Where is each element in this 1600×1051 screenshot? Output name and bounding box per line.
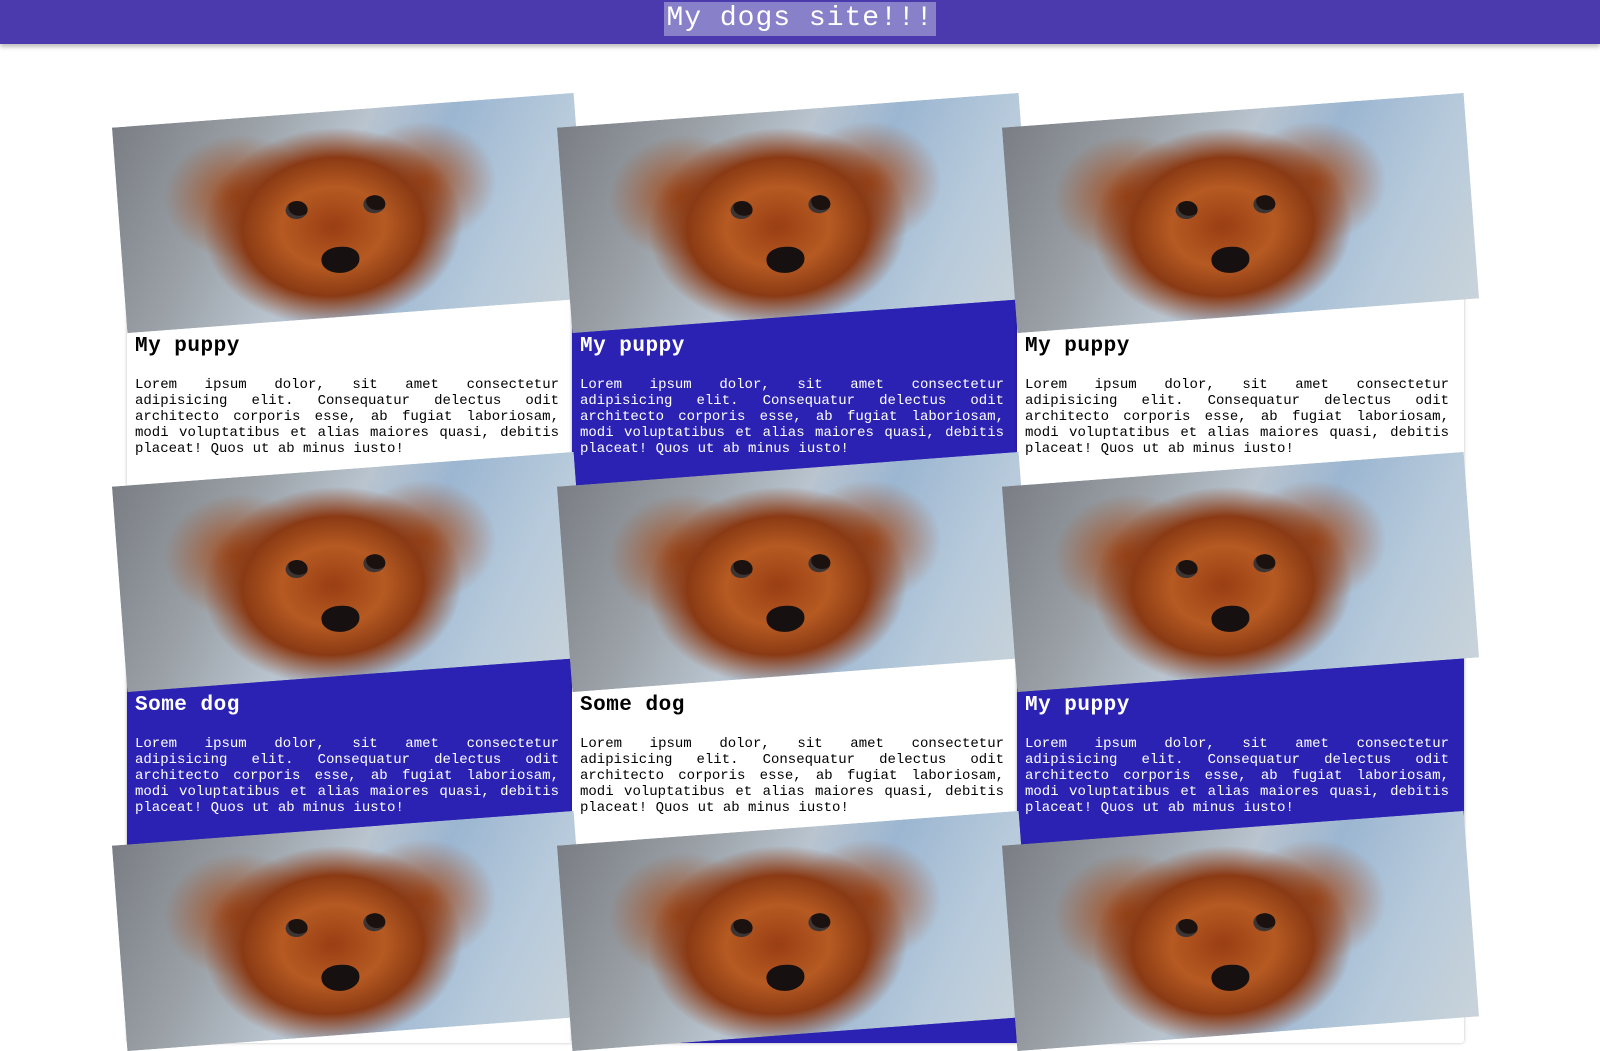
dog-card[interactable]: My puppy Lorem ipsum dolor, sit amet con… [1001,92,1480,488]
site-title: My dogs site!!! [664,2,936,36]
dog-card[interactable]: Some dog Lorem ipsum dolor, sit amet con… [556,451,1035,847]
card-photo [1001,92,1480,334]
card-title: Some dog [135,694,240,717]
card-text: Lorem ipsum dolor, sit amet consectetur … [135,736,559,816]
dog-card[interactable] [556,810,1035,1051]
dog-card[interactable]: My puppy Lorem ipsum dolor, sit amet con… [111,92,590,488]
dog-card[interactable]: My puppy Lorem ipsum dolor, sit amet con… [556,92,1035,488]
card-text: Lorem ipsum dolor, sit amet consectetur … [580,377,1004,457]
card-title: My puppy [1025,694,1130,717]
card-photo [1001,451,1480,693]
dog-card[interactable]: Some dog Lorem ipsum dolor, sit amet con… [111,451,590,847]
puppy-photo [1001,810,1480,1051]
card-photo [111,92,590,334]
card-photo [111,451,590,693]
card-photo [556,92,1035,334]
card-photo [556,451,1035,693]
puppy-photo [1001,451,1480,693]
puppy-photo [1001,92,1480,334]
dog-card[interactable] [1001,810,1480,1051]
card-photo [556,810,1035,1051]
puppy-photo [556,92,1035,334]
dog-card[interactable]: My puppy Lorem ipsum dolor, sit amet con… [1001,451,1480,847]
puppy-photo [111,451,590,693]
puppy-photo [556,451,1035,693]
puppy-photo [556,810,1035,1051]
card-title: Some dog [580,694,685,717]
puppy-photo [111,810,590,1051]
dog-card[interactable] [111,810,590,1051]
card-photo [111,810,590,1051]
card-text: Lorem ipsum dolor, sit amet consectetur … [580,736,1004,816]
card-photo [1001,810,1480,1051]
card-text: Lorem ipsum dolor, sit amet consectetur … [1025,736,1449,816]
card-text: Lorem ipsum dolor, sit amet consectetur … [1025,377,1449,457]
puppy-photo [111,92,590,334]
site-header: My dogs site!!! [0,0,1600,44]
card-title: My puppy [580,335,685,358]
card-text: Lorem ipsum dolor, sit amet consectetur … [135,377,559,457]
card-title: My puppy [135,335,240,358]
card-title: My puppy [1025,335,1130,358]
